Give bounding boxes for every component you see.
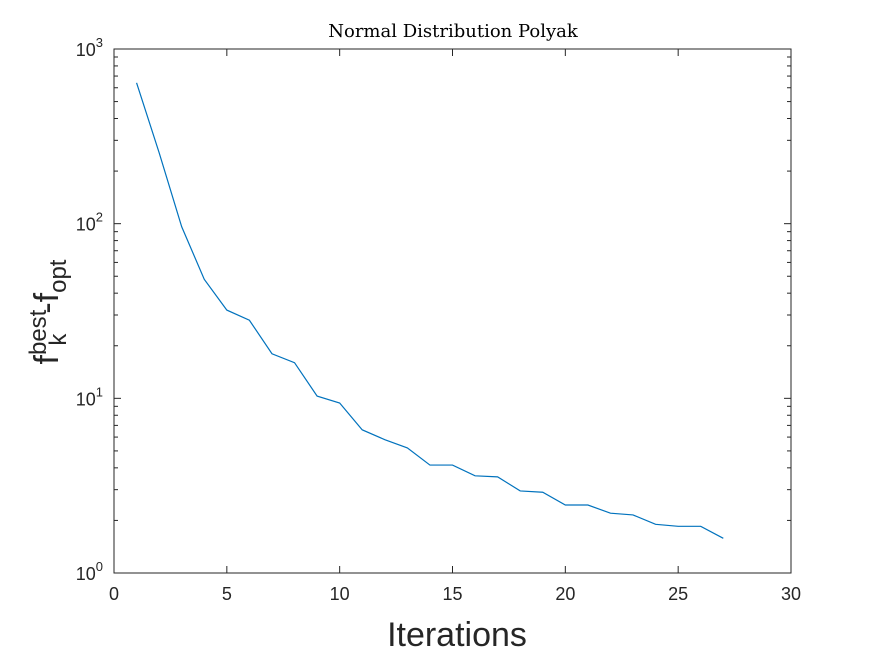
y-axis-label-f2: f [28,292,66,302]
y-axis-label: fbestk-fopt [25,259,72,364]
axis-ticks [113,48,792,574]
plot-area [113,48,792,574]
y-tick-label-base: 10 [76,389,96,409]
x-tick-label: 25 [668,584,688,604]
y-tick-label: 103 [76,35,103,60]
x-tick-label: 15 [442,584,462,604]
x-axis-label: Iterations [387,616,527,654]
x-tick-label: 30 [781,584,801,604]
y-tick-label-base: 10 [76,564,96,584]
y-tick-label-exp: 3 [96,35,103,50]
y-tick-label: 101 [76,384,103,409]
x-tick-label: 5 [222,584,232,604]
y-tick-label-base: 10 [76,40,96,60]
y-tick-label-exp: 1 [96,384,103,399]
y-tick-label: 100 [76,559,103,584]
y-tick-label: 102 [76,210,103,235]
y-axis-label-f1: f [28,354,66,364]
x-tick-label: 20 [555,584,575,604]
series-line [135,82,724,539]
y-tick-label-exp: 2 [96,210,103,225]
y-tick-label-exp: 0 [96,559,103,574]
y-axis-label-sup: best [25,309,52,355]
y-axis-label-sub-opt: opt [45,259,72,293]
chart-title: Normal Distribution Polyak [328,21,579,42]
y-axis-label-sep: - [28,302,66,313]
y-tick-label-base: 10 [76,215,96,235]
x-tick-label: 10 [330,584,350,604]
x-tick-labels: 0 5 10 15 20 25 30 [109,584,801,604]
y-axis-label-sub-k: k [45,333,72,346]
x-tick-label: 0 [109,584,119,604]
